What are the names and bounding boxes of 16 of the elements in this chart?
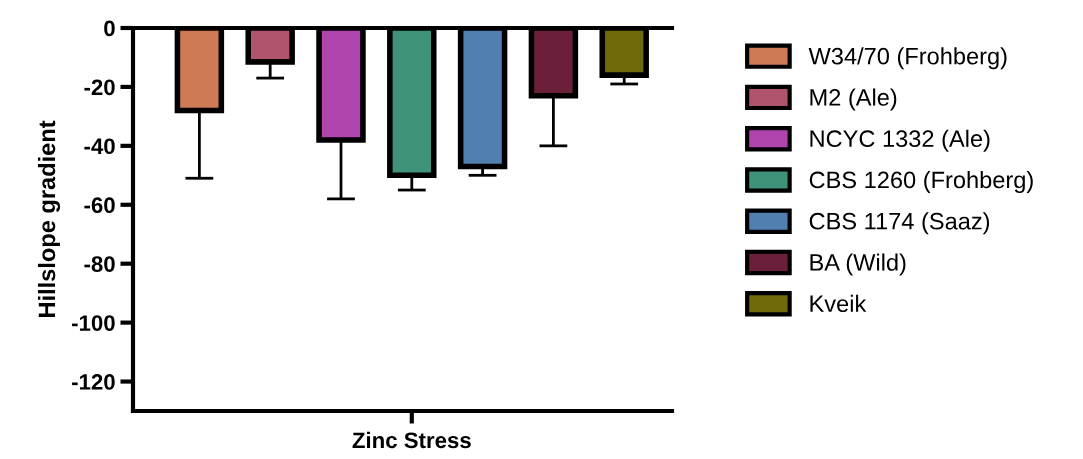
y-tick-label: -100 [72,315,115,331]
legend-label: BA (Wild) [810,253,906,276]
y-tick-label: -60 [84,197,115,214]
y-tick-label: -80 [84,256,115,272]
x-tick-label: Zinc Stress [352,431,471,449]
legend-label: NCYC 1332 (Ale) [810,129,990,152]
y-tick-label: -40 [84,138,115,155]
y-tick-label: -120 [72,374,115,390]
y-tick-label: -20 [84,79,115,96]
y-axis-title: Hillslope gradient [37,120,61,317]
legend-label: Kveik [810,294,867,313]
legend-label: CBS 1260 (Frohberg) [809,170,1033,193]
legend-label: CBS 1174 (Saaz) [809,212,990,235]
legend-label: M2 (Ale) [810,88,897,111]
y-tick-label: 0 [104,20,115,37]
legend-label: W34/70 (Frohberg) [808,47,1007,70]
